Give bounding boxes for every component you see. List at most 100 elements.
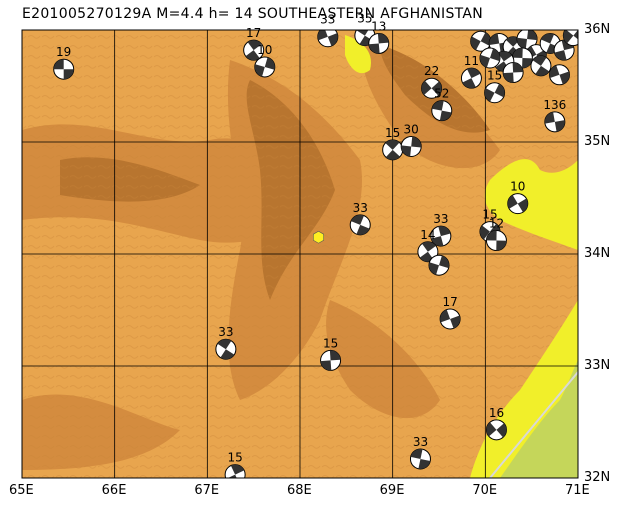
focal-mechanism: [317, 30, 339, 48]
focal-mechanism: [548, 64, 570, 86]
compression-quadrant: [507, 195, 518, 209]
depth-label: 33: [413, 435, 428, 449]
compression-quadrant: [410, 448, 423, 459]
depth-label: 14: [420, 228, 435, 242]
compression-quadrant: [489, 48, 500, 62]
focal-mechanism: [421, 77, 443, 99]
compression-quadrant: [470, 36, 481, 51]
compression-quadrant: [559, 71, 570, 85]
compression-quadrant: [517, 37, 528, 49]
lat-label: 33N: [584, 358, 611, 373]
focal-mechanism: [430, 225, 452, 247]
compression-quadrant: [532, 55, 547, 66]
compression-quadrant: [254, 64, 265, 77]
focal-mechanism: [224, 464, 246, 478]
focal-mechanism: [382, 139, 404, 161]
lowland-green-regions: [500, 360, 578, 478]
lon-label: 68E: [287, 483, 312, 498]
depth-label: 33: [353, 201, 368, 215]
compression-quadrant: [411, 136, 422, 148]
compression-quadrant: [440, 309, 451, 323]
compression-quadrant: [479, 54, 490, 68]
map-title: E201005270129A M=4.4 h= 14 SOUTHEASTERN …: [22, 6, 484, 22]
focal-mechanism: [243, 39, 265, 61]
depth-label: 15: [385, 126, 400, 140]
depth-label: 11: [464, 54, 479, 68]
compression-quadrant: [517, 198, 528, 213]
compression-quadrant: [431, 100, 444, 111]
focal-mechanism: [485, 230, 507, 252]
compression-quadrant: [377, 33, 389, 44]
compression-quadrant: [554, 120, 565, 132]
compression-quadrant: [561, 40, 574, 51]
depth-label: 15: [227, 451, 242, 465]
compression-quadrant: [549, 65, 560, 79]
compression-quadrant: [450, 315, 461, 329]
compression-quadrant: [480, 32, 491, 46]
compression-quadrant: [496, 423, 507, 438]
focal-mechanism: [53, 58, 75, 80]
compression-quadrant: [230, 464, 245, 475]
focal-mechanism: [460, 67, 482, 89]
depth-label: 15: [482, 208, 497, 222]
focal-mechanism: [254, 56, 276, 78]
compression-quadrant: [438, 226, 451, 237]
compression-quadrant: [512, 47, 523, 58]
compression-quadrant: [503, 72, 514, 83]
compression-quadrant: [486, 230, 497, 241]
focal-mechanism: [349, 214, 371, 236]
compression-quadrant: [540, 33, 555, 44]
focal-mechanism: [439, 308, 461, 330]
compression-quadrant: [385, 139, 400, 150]
focal-mechanism: [479, 47, 501, 69]
compression-quadrant: [439, 255, 450, 269]
depth-label: 33: [320, 13, 335, 27]
depth-label: 35: [357, 12, 372, 26]
compression-quadrant: [496, 240, 507, 251]
lon-label: 71E: [565, 483, 590, 498]
lon-label: 70E: [472, 483, 498, 498]
compression-quadrant: [421, 80, 432, 95]
lat-label: 34N: [584, 246, 611, 261]
compression-quadrant: [245, 50, 260, 61]
focal-mechanism: [400, 135, 422, 157]
focal-mechanism: [507, 193, 529, 215]
depth-label: 33: [433, 212, 448, 226]
depth-label: 17: [442, 295, 457, 309]
lon-label: 66E: [101, 483, 127, 498]
depth-label: 12: [489, 217, 504, 231]
compression-quadrant: [329, 350, 341, 361]
lon-label: 69E: [379, 483, 405, 498]
compression-quadrant: [220, 349, 235, 360]
compression-quadrant: [401, 145, 412, 157]
compression-quadrant: [418, 458, 431, 469]
compression-quadrant: [63, 69, 74, 80]
focal-mechanism: [502, 62, 524, 84]
epicenter-marker: [312, 230, 325, 244]
compression-quadrant: [419, 251, 434, 262]
compression-quadrant: [227, 474, 237, 478]
compression-quadrant: [554, 50, 567, 61]
focal-mechanism: [431, 100, 453, 122]
depth-label: 10: [257, 43, 272, 57]
compression-quadrant: [422, 241, 436, 252]
focal-mechanism: [530, 55, 552, 77]
compression-quadrant: [479, 225, 490, 240]
focal-mechanism: [215, 338, 237, 360]
compression-quadrant: [53, 59, 64, 70]
compression-quadrant: [486, 422, 497, 437]
compression-quadrant: [462, 78, 476, 89]
focal-mechanism: [428, 254, 450, 276]
compression-quadrant: [385, 149, 400, 160]
compression-quadrant: [350, 214, 364, 225]
compression-quadrant: [264, 57, 275, 70]
map-frame: [21, 29, 579, 479]
depth-label: 30: [404, 122, 419, 136]
compression-quadrant: [573, 30, 578, 40]
compression-quadrant: [544, 111, 555, 124]
focal-mechanism: [562, 30, 578, 47]
compression-quadrant: [317, 30, 328, 41]
depth-label: 10: [510, 180, 525, 194]
